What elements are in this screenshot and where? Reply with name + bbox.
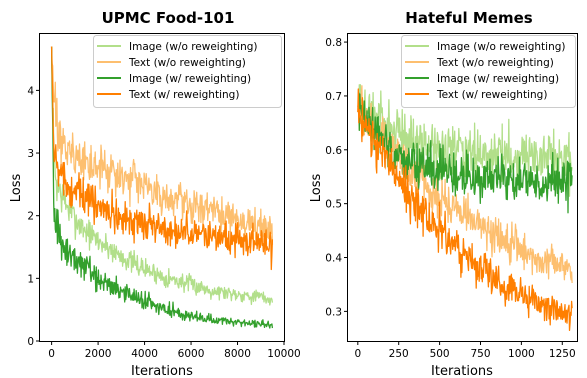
- legend-box: [93, 35, 282, 108]
- y-tick-label: 0.4: [325, 253, 342, 265]
- y-tick-label: 0.6: [325, 145, 342, 157]
- legend-label: Text (w/o reweighting): [436, 57, 554, 69]
- x-tick-label: 4000: [131, 348, 158, 360]
- x-tick-label: 1250: [549, 348, 576, 360]
- chart-upmc-food-101: UPMC Food-101 0 2000 4000 6000 8000 10000 0 1 2…: [9, 9, 301, 378]
- y-axis: 0 1 2 3 4: [27, 85, 40, 348]
- x-axis: 0 250 500 750 1000 1250: [354, 341, 576, 360]
- plot-frame: [39, 33, 285, 342]
- x-tick-label: 2000: [85, 348, 112, 360]
- legend-label: Text (w/o reweighting): [128, 57, 246, 69]
- series-line: [357, 85, 573, 284]
- legend: Image (w/o reweighting) Text (w/o reweigh…: [401, 35, 576, 108]
- x-tick-label: 8000: [224, 348, 251, 360]
- legend-label: Image (w/o reweighting): [129, 41, 258, 53]
- legend-label: Image (w/ reweighting): [129, 73, 251, 85]
- x-axis: 0 2000 4000 6000 8000 10000: [48, 341, 301, 360]
- y-tick-label: 2: [27, 211, 34, 223]
- legend-box: [401, 35, 576, 108]
- y-tick-label: 0.3: [325, 306, 342, 318]
- series-line: [50, 46, 274, 306]
- series-line: [50, 46, 274, 271]
- chart-title: UPMC Food-101: [102, 9, 235, 27]
- x-tick-label: 10000: [267, 348, 300, 360]
- x-tick-label: 1000: [508, 348, 535, 360]
- x-tick-label: 500: [430, 348, 450, 360]
- y-tick-label: 1: [27, 273, 34, 285]
- y-axis: 0.3 0.4 0.5 0.6 0.7 0.8: [325, 37, 348, 318]
- y-tick-label: 0: [27, 336, 34, 348]
- x-tick-label: 6000: [178, 348, 205, 360]
- x-axis-label: Iterations: [431, 364, 493, 378]
- legend: Image (w/o reweighting) Text (w/o reweigh…: [93, 35, 282, 108]
- chart-title: Hateful Memes: [405, 9, 532, 27]
- x-axis-label: Iterations: [131, 364, 193, 378]
- series-line: [50, 46, 274, 329]
- x-tick-label: 750: [470, 348, 490, 360]
- plot-frame: [347, 33, 578, 342]
- chart-hateful-memes: Hateful Memes 0 250 500 750 1000 1250 0.30.40…: [309, 9, 578, 378]
- x-tick-label: 250: [389, 348, 409, 360]
- y-tick-label: 3: [27, 148, 34, 160]
- series-line: [357, 84, 573, 197]
- legend-label: Image (w/ reweighting): [437, 73, 559, 85]
- y-axis-label: Loss: [309, 174, 324, 203]
- legend-label: Image (w/o reweighting): [437, 41, 566, 53]
- y-tick-label: 0.5: [325, 199, 342, 211]
- series-layer: [357, 84, 573, 332]
- y-tick-label: 4: [27, 85, 34, 97]
- series-layer: [50, 46, 274, 329]
- y-tick-label: 0.7: [325, 91, 342, 103]
- x-tick-label: 0: [48, 348, 55, 360]
- legend-label: Text (w/ reweighting): [128, 89, 239, 101]
- y-tick-label: 0.8: [325, 37, 342, 49]
- legend-label: Text (w/ reweighting): [436, 89, 547, 101]
- y-axis-label: Loss: [9, 174, 24, 203]
- x-tick-label: 0: [354, 348, 361, 360]
- series-line: [357, 88, 573, 332]
- series-line: [50, 46, 274, 245]
